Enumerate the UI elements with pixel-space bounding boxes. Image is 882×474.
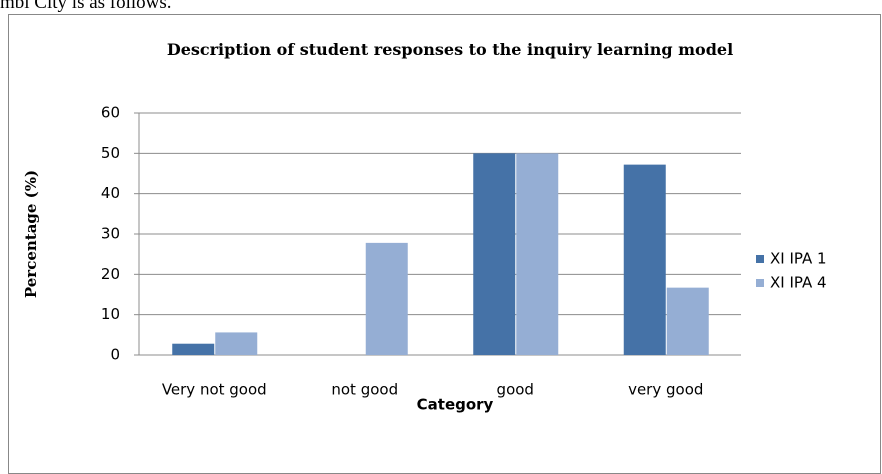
legend-swatch — [756, 255, 764, 263]
bar — [516, 153, 559, 355]
bar — [172, 343, 215, 355]
bar — [473, 153, 516, 355]
bar — [666, 287, 709, 355]
x-tick-label: not good — [331, 381, 398, 399]
bar — [623, 164, 666, 355]
chart-title: Description of student responses to the … — [166, 40, 734, 59]
legend-label: XI IPA 1 — [770, 250, 827, 268]
legend-label: XI IPA 4 — [770, 274, 827, 292]
x-tick-label: very good — [628, 381, 703, 399]
y-tick-label: 40 — [101, 184, 120, 202]
bar — [365, 242, 408, 355]
y-tick-label: 0 — [110, 346, 120, 364]
y-tick-label: 60 — [101, 104, 120, 122]
x-tick-label: good — [497, 381, 534, 399]
y-tick-label: 30 — [101, 225, 120, 243]
y-tick-label: 50 — [101, 144, 120, 162]
y-axis-label: Percentage (%) — [22, 170, 40, 298]
x-axis-label: Category — [417, 396, 494, 414]
y-tick-label: 10 — [101, 305, 120, 323]
chart: Category Percentage (%) 0 10 20 30 40 50 60 Ver… — [22, 104, 827, 414]
bar — [215, 332, 258, 355]
y-tick-label: 20 — [101, 265, 120, 283]
lead-text: mbi City is as follows. — [0, 0, 172, 13]
x-tick-label: Very not good — [162, 381, 267, 399]
legend-swatch — [756, 279, 764, 287]
